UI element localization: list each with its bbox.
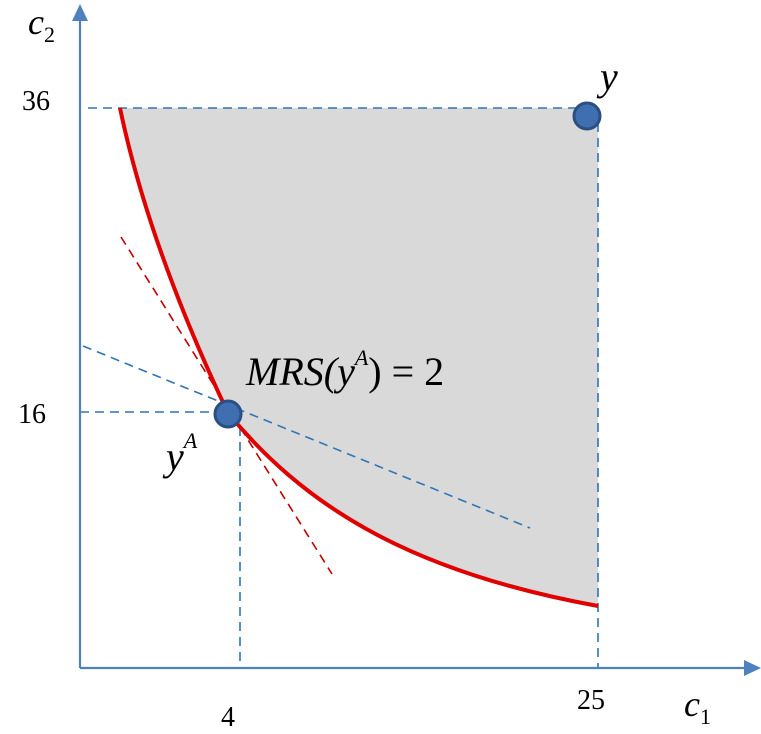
point-label-yA-sup: A [182,428,198,453]
tick-label-y-36: 36 [22,86,50,117]
mrs-prefix: MRS( [245,349,340,394]
x-axis-arrow [744,660,761,676]
tick-label-y-16: 16 [18,399,46,430]
point-y [572,101,602,131]
mrs-var: y [333,349,355,394]
x-axis-subscript: 1 [700,704,711,729]
mrs-annotation: MRS(yA) = 2 [245,345,444,394]
y-axis-symbol: c [28,2,44,42]
point-label-y: y [596,54,618,99]
x-axis-label: c1 [684,684,711,729]
point-label-yA-base: y [162,434,184,479]
mrs-sup: A [353,345,369,370]
budget-line [82,345,531,529]
tick-label-x-25: 25 [577,685,605,716]
tick-label-x-4: 4 [221,702,235,733]
y-axis-subscript: 2 [44,22,55,47]
point-yA [213,399,243,429]
shaded-region [120,108,598,606]
x-axis-symbol: c [684,684,700,724]
mrs-suffix: ) = 2 [368,349,444,394]
y-axis-label: c2 [28,2,55,47]
point-label-yA: yA [162,428,198,479]
y-axis-arrow [72,4,88,21]
